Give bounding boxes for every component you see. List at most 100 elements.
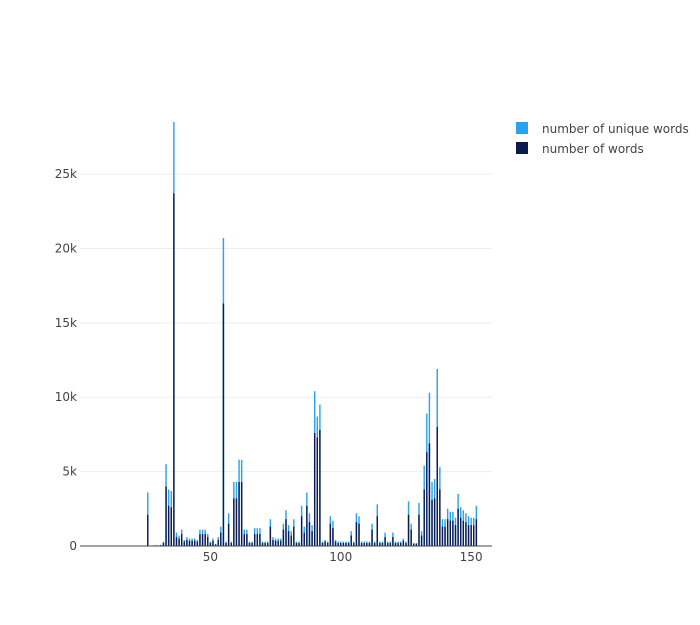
bar: [415, 543, 418, 546]
bar: [470, 525, 472, 546]
bar: [222, 303, 225, 546]
bar: [282, 529, 285, 546]
bar: [428, 443, 431, 546]
bar: [337, 543, 339, 546]
bar: [175, 537, 178, 546]
bar: [201, 534, 204, 546]
bar: [225, 543, 227, 546]
bar: [319, 429, 321, 546]
bar: [313, 432, 316, 546]
y-tick-label: 5k: [62, 465, 77, 479]
bar: [418, 514, 420, 546]
bar: [251, 543, 253, 546]
bar: [459, 517, 462, 546]
bar: [277, 540, 279, 546]
bar: [290, 535, 292, 546]
bar: [376, 516, 378, 546]
x-tick-label: 100: [329, 550, 352, 564]
legend-item[interactable]: number of words: [516, 142, 644, 156]
bar: [267, 543, 269, 546]
bar: [295, 543, 298, 546]
bar: [473, 525, 475, 546]
bar: [407, 514, 410, 546]
bar: [191, 540, 193, 546]
bar: [454, 525, 457, 546]
bar: [373, 543, 376, 546]
bar: [207, 537, 209, 546]
bar: [311, 531, 313, 546]
bar: [446, 519, 449, 546]
bar: [227, 523, 230, 546]
bar: [350, 535, 352, 546]
bar: [274, 540, 277, 546]
bar: [386, 543, 389, 546]
bar: [475, 519, 478, 546]
bar: [353, 543, 355, 546]
bar: [214, 544, 217, 546]
bar: [334, 541, 337, 546]
bar: [355, 522, 358, 546]
series-1-bars: [147, 193, 478, 546]
bar: [467, 525, 470, 546]
bar: [397, 543, 399, 546]
bar: [462, 520, 465, 546]
bar: [264, 543, 266, 546]
bar: [321, 543, 324, 546]
y-tick-label: 10k: [55, 390, 77, 404]
bar: [269, 526, 272, 546]
bar: [165, 486, 167, 546]
bar: [300, 516, 303, 546]
bar: [324, 541, 326, 546]
bar: [340, 543, 342, 546]
bar: [293, 526, 295, 546]
bar: [439, 489, 441, 546]
bar: [209, 543, 212, 546]
bar: [441, 526, 444, 546]
y-axis-ticks: 0 5k 10k 15k 20k 25k: [55, 167, 77, 553]
bar: [413, 543, 415, 546]
bar: [342, 543, 345, 546]
legend-label: number of unique words: [542, 122, 689, 136]
bar: [212, 540, 214, 546]
bar: [233, 498, 235, 546]
bar: [345, 543, 347, 546]
bar: [389, 543, 392, 546]
bar: [436, 426, 438, 546]
bar: [280, 540, 282, 546]
plot-bars: [147, 122, 478, 546]
bar: [423, 489, 425, 546]
bar: [379, 543, 381, 546]
bar: [196, 541, 199, 546]
bar: [298, 543, 300, 546]
bar: [431, 499, 433, 546]
bar: [465, 522, 467, 546]
bar: [360, 543, 363, 546]
y-tick-label: 0: [69, 539, 77, 553]
bar: [452, 520, 454, 546]
legend-item[interactable]: number of unique words: [516, 122, 689, 136]
bar: [285, 519, 287, 546]
bar: [170, 507, 172, 546]
bar: [235, 498, 238, 546]
bar: [248, 543, 251, 546]
bar: [327, 543, 329, 546]
bar: [400, 543, 402, 546]
bar: [384, 537, 386, 546]
bar: [194, 540, 196, 546]
bar: [188, 540, 191, 546]
bar: [405, 543, 407, 546]
bar: [366, 543, 368, 546]
bar: [308, 522, 311, 546]
bar: [199, 534, 201, 546]
bar: [371, 529, 373, 546]
bar: [433, 498, 436, 546]
bar: [243, 534, 245, 546]
bar: [402, 540, 405, 546]
bar: [220, 532, 222, 546]
bar: [303, 532, 305, 546]
legend-label: number of words: [542, 142, 644, 156]
legend[interactable]: number of unique words number of words: [516, 122, 689, 156]
bar: [426, 452, 428, 546]
bar: [394, 543, 397, 546]
bar: [329, 523, 332, 546]
